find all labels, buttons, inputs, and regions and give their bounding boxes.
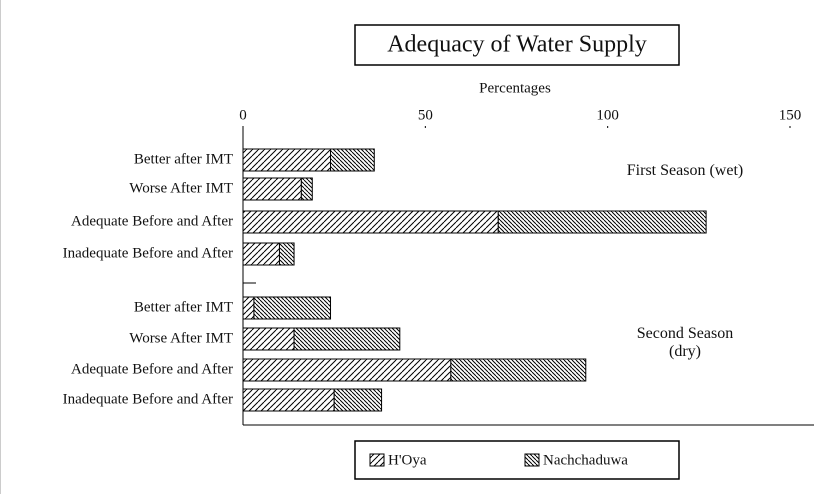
bar xyxy=(242,210,499,234)
group-label: First Season (wet) xyxy=(626,162,744,179)
x-tick-label: 50 xyxy=(418,107,433,123)
y-tick-label: Inadequate Before and After xyxy=(63,245,233,261)
bar xyxy=(253,296,332,320)
legend-swatch xyxy=(369,453,385,467)
x-tick-label: 0 xyxy=(239,107,247,123)
bar xyxy=(242,177,302,201)
legend-label: H'Oya xyxy=(388,452,427,468)
bar xyxy=(242,148,332,172)
x-tick-label: 150 xyxy=(779,107,802,123)
bar xyxy=(450,358,587,382)
y-tick-label: Better after IMT xyxy=(134,299,233,315)
group-label: Second Season (dry) xyxy=(636,325,734,360)
y-tick-label: Worse After IMT xyxy=(129,330,233,346)
bar xyxy=(242,296,255,320)
x-axis-label: Percentages xyxy=(479,80,551,96)
x-tick-label: 100 xyxy=(596,107,619,123)
bar xyxy=(333,388,383,412)
bar xyxy=(497,210,707,234)
bar xyxy=(242,358,452,382)
bar xyxy=(242,388,335,412)
bar xyxy=(242,327,295,351)
bar xyxy=(330,148,375,172)
bar xyxy=(242,242,280,266)
y-tick-label: Inadequate Before and After xyxy=(63,391,233,407)
bar xyxy=(300,177,313,201)
legend-swatch xyxy=(524,453,540,467)
bar xyxy=(293,327,401,351)
bar xyxy=(278,242,295,266)
legend-box xyxy=(354,440,680,480)
y-tick-label: Adequate Before and After xyxy=(71,213,233,229)
y-tick-label: Adequate Before and After xyxy=(71,361,233,377)
chart-title: Adequacy of Water Supply xyxy=(387,32,647,58)
title-box xyxy=(354,24,680,66)
legend-label: Nachchaduwa xyxy=(543,452,628,468)
y-tick-label: Worse After IMT xyxy=(129,180,233,196)
y-tick-label: Better after IMT xyxy=(134,151,233,167)
